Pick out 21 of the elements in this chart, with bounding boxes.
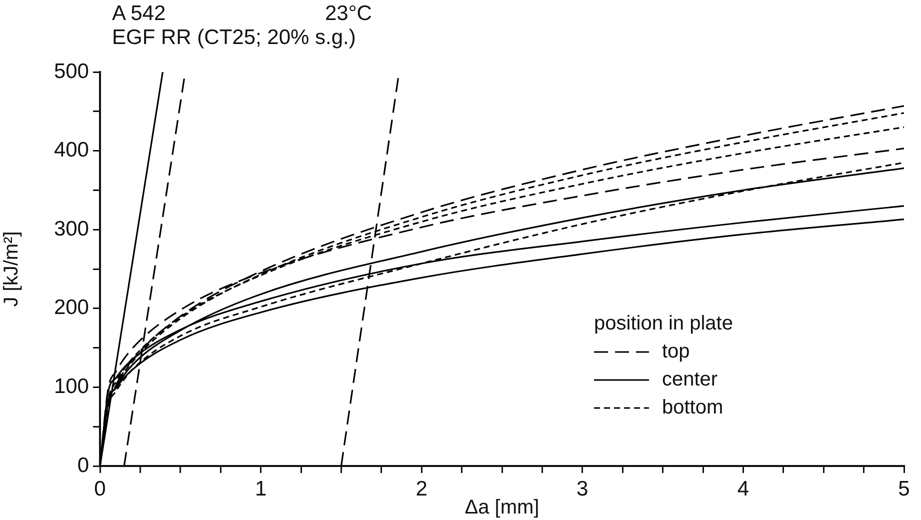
y-tick-label: 100 <box>54 374 89 398</box>
x-tick-label: 4 <box>737 477 750 500</box>
legend-label: top <box>662 340 690 363</box>
y-axis-title: J [kJ/m²] <box>0 231 23 307</box>
x-axis-title: Δa [mm] <box>464 496 540 519</box>
x-tick-label: 0 <box>94 477 106 500</box>
x-tick-label: 3 <box>576 477 588 500</box>
text: 23°C <box>325 2 372 26</box>
y-tick-label: 200 <box>54 296 89 320</box>
x-tick-label: 5 <box>898 477 910 500</box>
y-tick-label: 400 <box>54 138 89 162</box>
legend-title: position in plate <box>594 312 733 335</box>
y-tick-label: 0 <box>77 454 89 477</box>
legend-label: center <box>662 368 718 391</box>
x-tick-label: 1 <box>254 477 267 500</box>
x-tick-label: 2 <box>416 477 428 500</box>
y-tick-label: 500 <box>54 60 89 83</box>
legend-label: bottom <box>662 396 724 419</box>
y-tick-label: 300 <box>54 217 89 240</box>
chart-subtitle: EGF RR (CT25; 20% s.g.) <box>112 26 356 50</box>
chart-title: A 542 <box>112 2 166 26</box>
